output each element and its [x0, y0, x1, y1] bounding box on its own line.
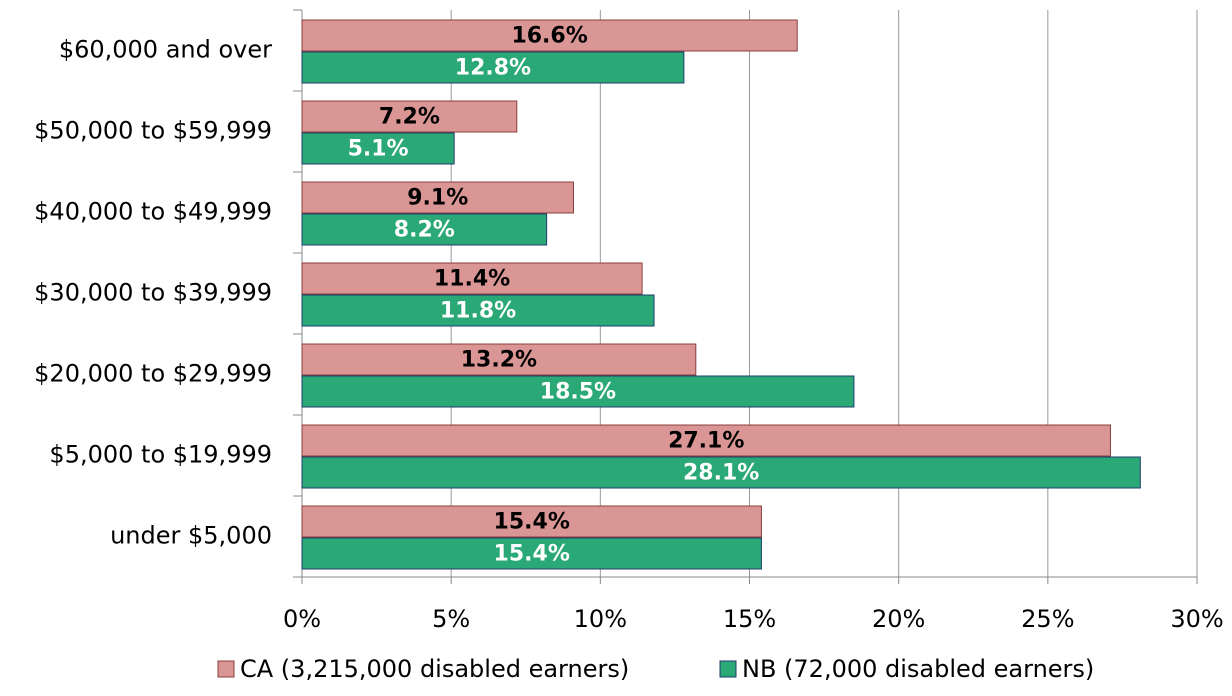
- x-tick-label: 20%: [872, 605, 925, 633]
- data-label: 11.4%: [434, 267, 510, 292]
- legend-swatch: [217, 660, 235, 678]
- bar: [301, 537, 762, 570]
- data-label: 18.5%: [540, 380, 616, 405]
- data-label: 11.8%: [440, 299, 516, 324]
- y-tick-label: $50,000 to $59,999: [34, 117, 272, 145]
- bar: [301, 100, 518, 133]
- y-tick-label: $5,000 to $19,999: [49, 441, 272, 469]
- x-tick-label: 15%: [723, 605, 776, 633]
- x-tick-label: 5%: [432, 605, 470, 633]
- bar: [301, 181, 574, 214]
- bar: [301, 375, 855, 408]
- bar: [301, 51, 685, 84]
- data-label: 16.6%: [511, 24, 587, 49]
- y-tick-label: under $5,000: [110, 522, 272, 550]
- bar: [301, 262, 643, 295]
- data-label: 5.1%: [348, 137, 409, 162]
- y-tick-label: $20,000 to $29,999: [34, 360, 272, 388]
- legend-label: NB (72,000 disabled earners): [742, 655, 1094, 683]
- data-label: 7.2%: [379, 105, 440, 130]
- legend-label: CA (3,215,000 disabled earners): [240, 655, 629, 683]
- bar: [301, 505, 762, 538]
- data-label: 28.1%: [683, 461, 759, 486]
- legend-swatch: [719, 660, 737, 678]
- data-label: 27.1%: [668, 429, 744, 454]
- bar: [301, 19, 798, 52]
- x-tick-label: 30%: [1170, 605, 1223, 633]
- y-tick-label: $40,000 to $49,999: [34, 198, 272, 226]
- x-tick-label: 10%: [574, 605, 627, 633]
- x-tick-label: 25%: [1021, 605, 1074, 633]
- x-tick-label: 0%: [283, 605, 321, 633]
- bar: [301, 213, 548, 246]
- bar: [301, 343, 697, 376]
- data-label: 8.2%: [394, 218, 455, 243]
- y-tick-label: $30,000 to $39,999: [34, 279, 272, 307]
- bar: [301, 294, 655, 327]
- data-label: 12.8%: [455, 56, 531, 81]
- data-label: 13.2%: [461, 348, 537, 373]
- data-label: 9.1%: [407, 186, 468, 211]
- data-label: 15.4%: [494, 510, 570, 535]
- bar: [301, 456, 1141, 489]
- bar: [301, 424, 1111, 457]
- data-label: 15.4%: [494, 542, 570, 567]
- y-tick-label: $60,000 and over: [59, 36, 272, 64]
- bar: [301, 132, 455, 165]
